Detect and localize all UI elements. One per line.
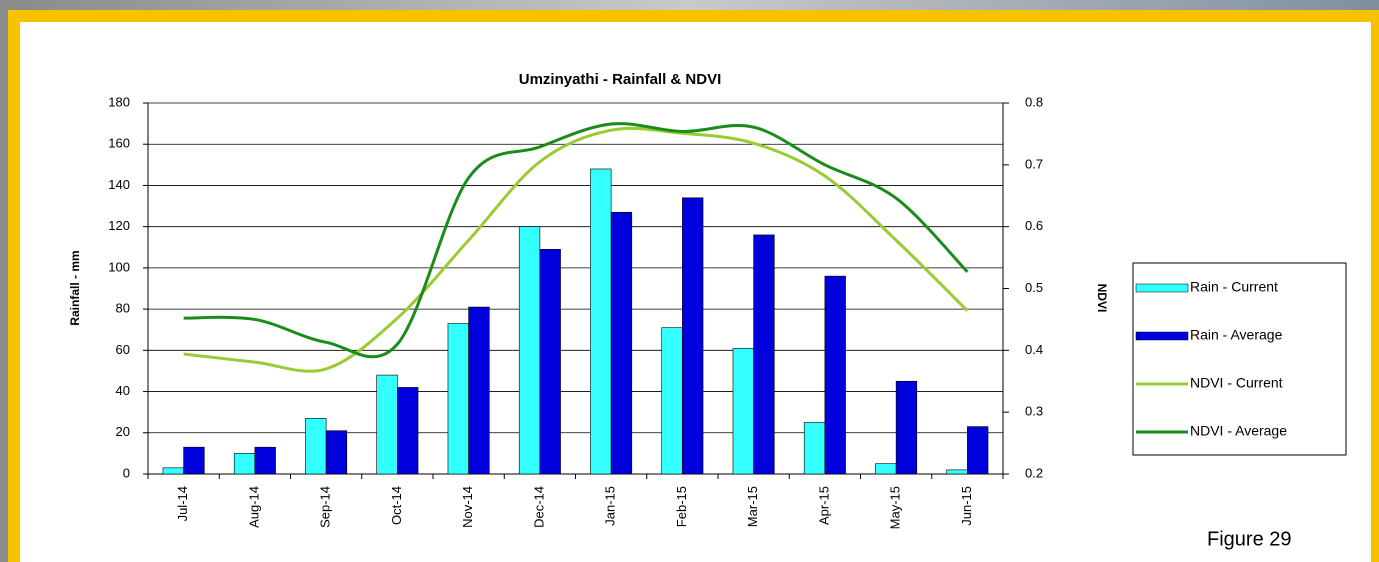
y2-tick-label: 0.8 [1025, 94, 1043, 109]
y-tick-label: 80 [116, 301, 130, 316]
x-tick-label: Nov-14 [460, 486, 475, 528]
bar [397, 387, 419, 475]
bar [376, 374, 398, 475]
bar [732, 347, 754, 475]
bar [895, 380, 918, 475]
bar [305, 418, 327, 475]
x-tick-label: Jan-15 [603, 486, 618, 526]
y2-tick-label: 0.2 [1025, 465, 1043, 480]
bar [539, 249, 561, 475]
legend-label: NDVI - Average [1190, 423, 1287, 439]
y-tick-label: 160 [108, 136, 130, 151]
x-tick-label: Mar-15 [745, 486, 760, 527]
bar [682, 197, 704, 475]
bar [183, 446, 205, 475]
bar [233, 453, 256, 475]
chart-title: Umzinyathi - Rainfall & NDVI [519, 71, 722, 88]
legend-swatch [1135, 283, 1189, 293]
y2-tick-label: 0.5 [1025, 280, 1043, 295]
y-tick-label: 140 [108, 177, 130, 192]
bar [946, 469, 968, 475]
x-tick-label: Aug-14 [246, 486, 261, 528]
y-tick-label: 120 [108, 218, 130, 233]
bar [824, 275, 846, 475]
bar [753, 234, 775, 475]
y2-axis-label: NDVI [1095, 284, 1109, 313]
y2-tick-label: 0.3 [1025, 404, 1043, 419]
line [183, 122, 969, 359]
x-tick-label: Dec-14 [531, 486, 546, 528]
x-tick-label: Feb-15 [674, 486, 689, 527]
bar [254, 446, 276, 475]
y-tick-label: 0 [123, 465, 130, 480]
bar [162, 467, 184, 475]
y-tick-label: 100 [108, 259, 130, 274]
x-tick-label: May-15 [888, 486, 903, 529]
y2-tick-label: 0.6 [1025, 218, 1043, 233]
bar [590, 168, 612, 475]
x-tick-label: Jul-14 [175, 486, 190, 521]
bar [875, 463, 897, 475]
legend-swatch [1135, 331, 1189, 341]
bar [447, 323, 469, 475]
line [183, 126, 969, 373]
y-tick-label: 180 [108, 94, 130, 109]
x-tick-label: Apr-15 [816, 486, 831, 525]
bar [325, 430, 348, 475]
bar [803, 422, 826, 475]
y-tick-label: 60 [116, 342, 130, 357]
x-tick-label: Oct-14 [389, 486, 404, 525]
legend-label: Rain - Current [1190, 279, 1278, 295]
bar [518, 226, 541, 475]
legend-box [1132, 262, 1347, 456]
figure-label: Figure 29 [1207, 528, 1292, 550]
y-tick-label: 40 [116, 383, 130, 398]
y-tick-label: 20 [116, 424, 130, 439]
legend-label: NDVI - Current [1190, 375, 1283, 391]
bar [468, 306, 490, 475]
x-tick-label: Jun-15 [959, 486, 974, 526]
x-tick-label: Sep-14 [318, 486, 333, 528]
bar [610, 211, 633, 475]
y2-tick-label: 0.7 [1025, 156, 1043, 171]
legend-label: Rain - Average [1190, 327, 1283, 343]
bar [661, 327, 683, 475]
y-axis-label: Rainfall - mm [68, 250, 82, 325]
y2-tick-label: 0.4 [1025, 342, 1043, 357]
bar [967, 426, 989, 475]
